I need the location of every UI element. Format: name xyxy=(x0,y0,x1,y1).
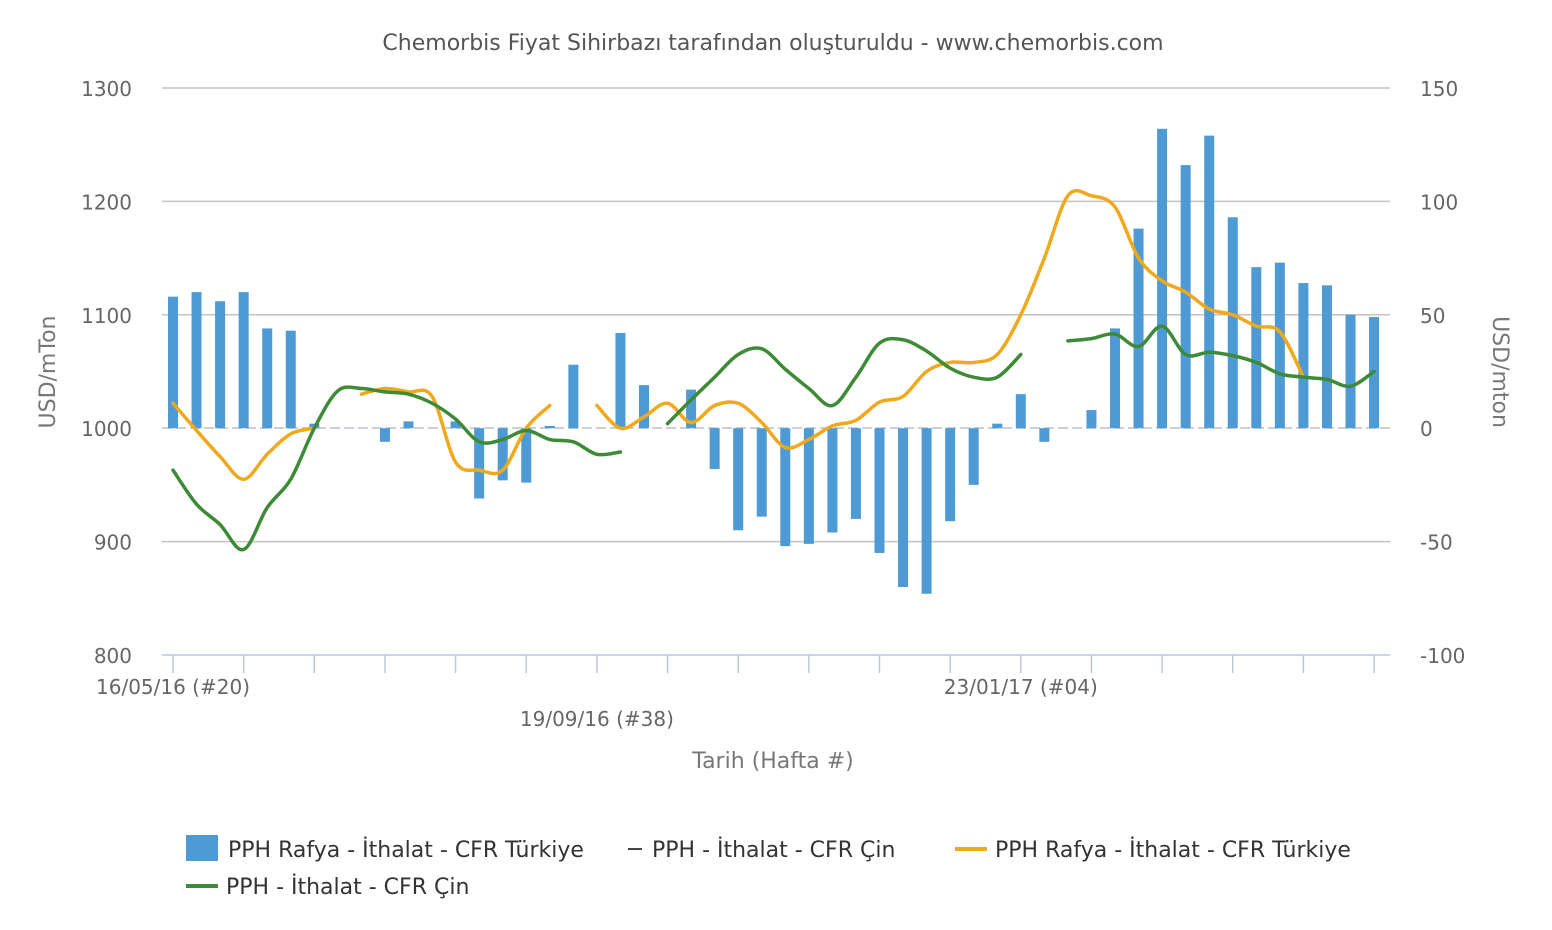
y-axis-right-label: USD/mton xyxy=(1487,316,1512,428)
line-segment xyxy=(665,336,1023,426)
bar xyxy=(709,428,720,470)
bar xyxy=(1251,267,1262,429)
bar xyxy=(238,292,249,429)
y-left-tick-label: 800 xyxy=(94,644,132,668)
x-tick-label: 19/09/16 (#38) xyxy=(520,707,674,731)
bar xyxy=(262,328,273,429)
bar xyxy=(898,428,909,587)
bar xyxy=(1345,314,1356,429)
bar xyxy=(379,428,390,442)
bar xyxy=(945,428,956,522)
line-series xyxy=(171,188,1376,552)
bar xyxy=(568,364,579,429)
line-segment xyxy=(595,188,1306,450)
y-axis-right-ticks: 150 100 50 0 -50 -100 xyxy=(1420,77,1465,668)
bar xyxy=(1157,128,1168,429)
legend-label: PPH Rafya - İthalat - CFR Türkiye xyxy=(228,837,584,863)
chart-title: Chemorbis Fiyat Sihirbazı tarafından olu… xyxy=(382,31,1163,56)
bar xyxy=(827,428,838,533)
legend-label: PPH - İthalat - CFR Çin xyxy=(652,837,895,863)
y-left-tick-label: 1000 xyxy=(81,417,132,441)
bar xyxy=(921,428,932,594)
legend-swatch-bar xyxy=(186,835,218,861)
line-segment xyxy=(1066,324,1376,389)
y-left-tick-label: 1100 xyxy=(81,304,132,328)
y-right-tick-label: 100 xyxy=(1420,190,1458,214)
legend-label: PPH Rafya - İthalat - CFR Türkiye xyxy=(995,837,1351,863)
bar xyxy=(285,330,296,429)
bar xyxy=(497,428,508,481)
bar xyxy=(450,421,461,429)
bar xyxy=(1321,285,1332,429)
legend-label: PPH - İthalat - CFR Çin xyxy=(226,874,469,900)
bar xyxy=(1227,217,1238,429)
bar xyxy=(215,301,226,429)
x-tick-label: 16/05/16 (#20) xyxy=(96,675,250,699)
y-axis-left-label: USD/mTon xyxy=(36,316,61,429)
bar-series xyxy=(168,128,1380,594)
bar xyxy=(850,428,861,519)
x-tick-label: 23/01/17 (#04) xyxy=(944,675,1098,699)
y-right-tick-label: 150 xyxy=(1420,77,1458,101)
bar xyxy=(639,385,649,429)
bar xyxy=(474,428,485,499)
line-segment xyxy=(171,385,623,552)
bar xyxy=(1180,165,1191,429)
bar xyxy=(756,428,767,517)
bar xyxy=(521,428,532,483)
bar xyxy=(1110,328,1120,429)
bar xyxy=(191,292,202,429)
y-left-tick-label: 1200 xyxy=(81,190,132,214)
y-axis-left-ticks: 1300 1200 1100 1000 900 800 xyxy=(81,77,132,668)
y-right-tick-label: -50 xyxy=(1420,531,1453,555)
bar xyxy=(1015,394,1026,429)
bar xyxy=(733,428,744,531)
bar xyxy=(874,428,885,553)
bar xyxy=(544,425,555,429)
bar xyxy=(168,296,178,429)
bar xyxy=(803,428,814,544)
y-right-tick-label: -100 xyxy=(1420,644,1465,668)
legend: PPH Rafya - İthalat - CFR Türkiye PPH - İ… xyxy=(186,835,1351,900)
y-left-tick-label: 900 xyxy=(94,531,132,555)
bar xyxy=(1298,283,1309,429)
x-axis-ticks: 16/05/16 (#20) 19/09/16 (#38) 23/01/17 (#0… xyxy=(96,655,1375,731)
bar xyxy=(1274,262,1285,429)
line-segment xyxy=(171,401,317,481)
y-left-tick-label: 1300 xyxy=(81,77,132,101)
bar xyxy=(403,421,414,429)
y-right-tick-label: 50 xyxy=(1420,304,1445,328)
bar xyxy=(992,423,1003,429)
bar xyxy=(1039,428,1050,442)
bar xyxy=(686,389,697,429)
line-segment xyxy=(359,386,552,476)
bar xyxy=(1133,228,1144,429)
bar xyxy=(1204,135,1215,429)
bar xyxy=(780,428,791,547)
y-right-tick-label: 0 xyxy=(1420,417,1433,441)
x-axis-label: Tarih (Hafta #) xyxy=(691,749,853,774)
bar xyxy=(1086,410,1097,429)
bar xyxy=(968,428,979,485)
bar xyxy=(615,332,626,429)
